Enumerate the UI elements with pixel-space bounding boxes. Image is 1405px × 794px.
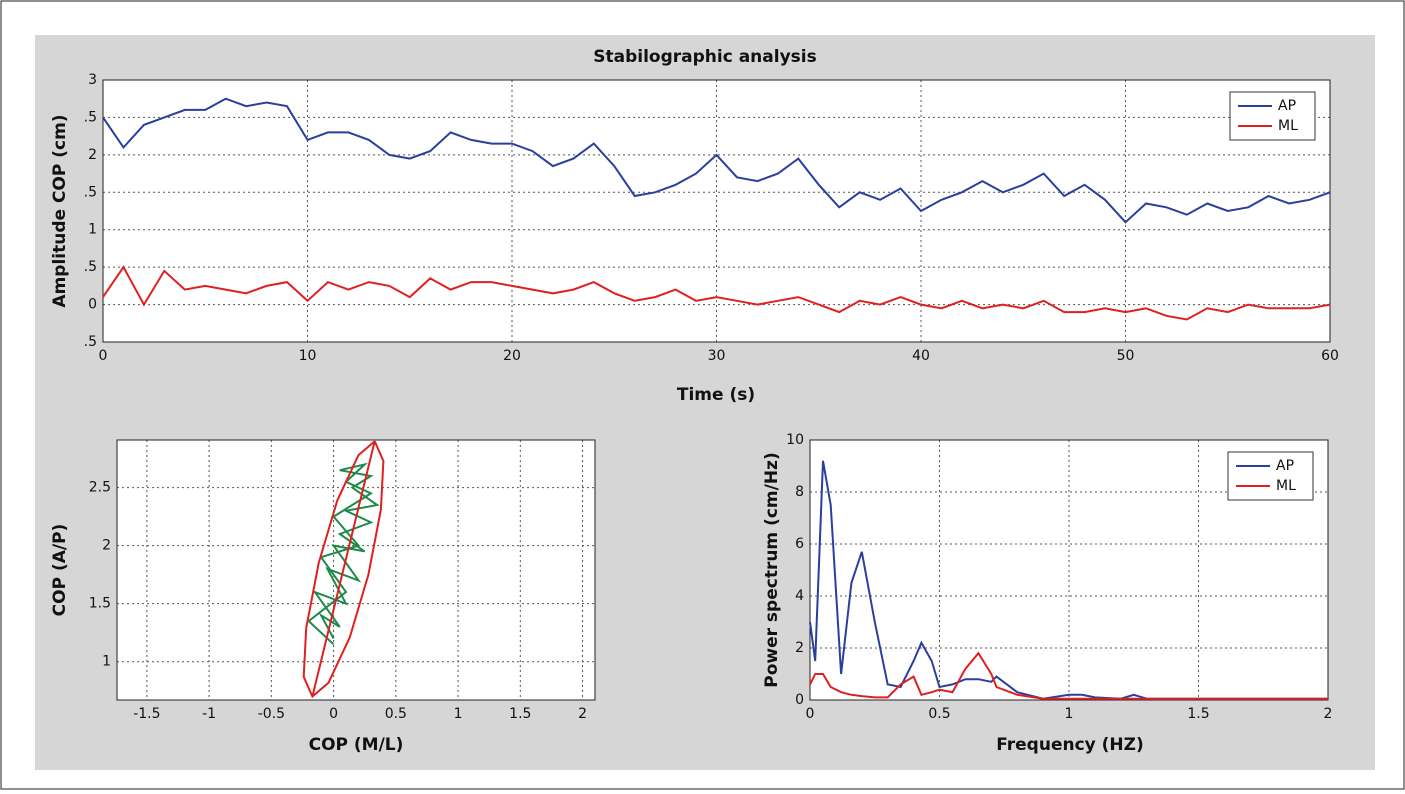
y-tick-label: .5 <box>84 334 97 350</box>
y-axis-label: Amplitude COP (cm) <box>50 114 70 307</box>
x-tick-label: 0 <box>329 706 338 722</box>
plot-border <box>809 439 1329 701</box>
x-tick-label: -1 <box>202 706 216 722</box>
y-tick-label: .5 <box>84 184 97 200</box>
legend-label: AP <box>1278 98 1296 114</box>
x-tick-label: 20 <box>503 348 521 364</box>
y-tick-label: 3 <box>88 72 97 88</box>
legend-box <box>1227 451 1314 501</box>
x-axis-label: Time (s) <box>677 385 755 405</box>
series-line <box>102 265 1331 321</box>
y-tick-label: .5 <box>84 259 97 275</box>
legend-box <box>1229 91 1316 141</box>
x-axis-label: Frequency (HZ) <box>996 735 1144 755</box>
series-line <box>102 97 1331 224</box>
y-tick-label: 0 <box>795 692 804 708</box>
y-tick-label: 4 <box>795 588 804 604</box>
chart-title: Stabilographic analysis <box>593 47 816 67</box>
x-tick-label: 0.5 <box>385 706 407 722</box>
x-tick-label: -1.5 <box>133 706 160 722</box>
series-line <box>809 651 1328 700</box>
x-tick-label: 10 <box>299 348 317 364</box>
x-tick-label: 40 <box>912 348 930 364</box>
y-axis-label: COP (A/P) <box>50 524 70 617</box>
x-tick-label: 1.5 <box>509 706 531 722</box>
x-tick-label: -0.5 <box>258 706 285 722</box>
x-tick-label: 30 <box>708 348 726 364</box>
legend-label: AP <box>1276 458 1294 474</box>
x-tick-label: 1 <box>454 706 463 722</box>
y-tick-label: 2 <box>795 640 804 656</box>
y-tick-label: .5 <box>84 109 97 125</box>
x-tick-label: 1 <box>1065 706 1074 722</box>
x-tick-label: 0.5 <box>928 706 950 722</box>
y-tick-label: 2.5 <box>89 480 111 496</box>
y-tick-label: 8 <box>795 484 804 500</box>
y-tick-label: 2 <box>88 147 97 163</box>
x-tick-label: 60 <box>1321 348 1339 364</box>
legend-label: ML <box>1276 478 1296 494</box>
y-tick-label: 1 <box>88 222 97 238</box>
x-tick-label: 0 <box>99 348 108 364</box>
y-tick-label: 10 <box>786 432 804 448</box>
x-tick-label: 2 <box>1324 706 1333 722</box>
x-tick-label: 0 <box>806 706 815 722</box>
plot-border <box>102 79 1331 343</box>
y-tick-label: 6 <box>795 536 804 552</box>
y-tick-label: 0 <box>88 297 97 313</box>
y-axis-label: Power spectrum (cm/Hz) <box>762 452 782 687</box>
x-tick-label: 2 <box>578 706 587 722</box>
y-tick-label: 1.5 <box>89 596 111 612</box>
series-line <box>311 440 376 697</box>
plot-area <box>117 440 595 700</box>
legend-label: ML <box>1278 118 1298 134</box>
series-line <box>307 462 380 646</box>
y-tick-label: 2 <box>102 538 111 554</box>
x-axis-label: COP (M/L) <box>309 735 404 755</box>
x-tick-label: 50 <box>1117 348 1135 364</box>
plot-border <box>116 439 596 701</box>
x-tick-label: 1.5 <box>1187 706 1209 722</box>
y-tick-label: 1 <box>102 654 111 670</box>
